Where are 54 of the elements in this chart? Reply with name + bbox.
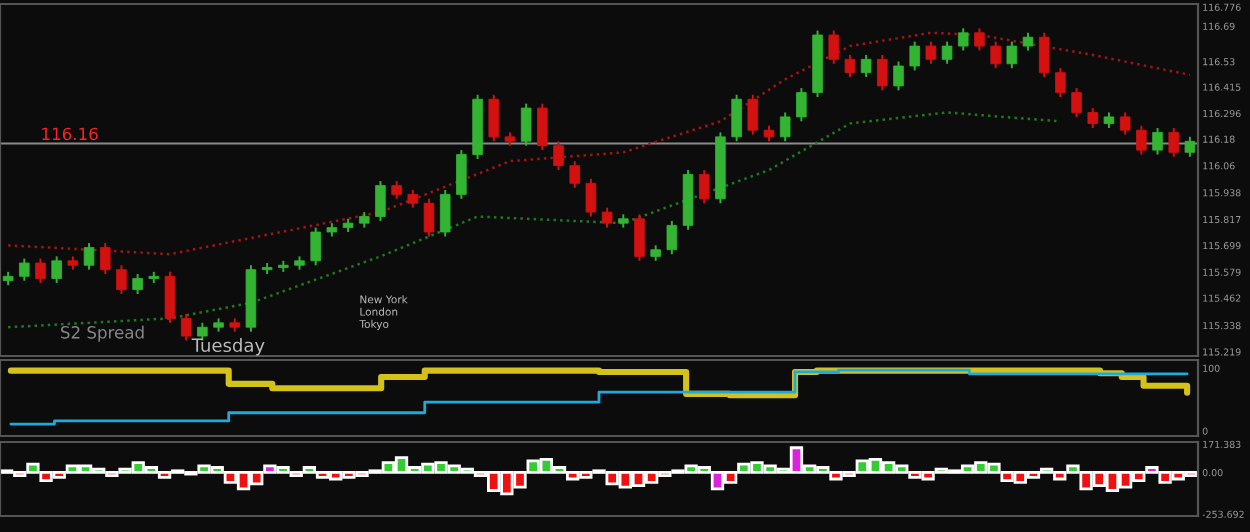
candlestick [439,188,451,238]
candlestick [957,27,969,52]
candlestick [990,40,1001,70]
candlestick [941,40,953,65]
ref-line-label: 116.16 [42,127,98,141]
candlestick [19,257,30,282]
candlestick [569,160,580,189]
candlestick [925,40,937,65]
candlestick [456,149,467,200]
candlestick [310,226,321,267]
candlestick [666,219,678,256]
candlestick [99,242,111,276]
candlestick [779,111,791,143]
candlestick [180,312,192,342]
candlestick [423,197,435,238]
candlestick [488,93,500,143]
candlestick [1136,124,1147,156]
candlestick [537,102,548,152]
candlestick [1152,127,1163,156]
candlestick [1184,135,1196,158]
candlestick [1087,107,1099,129]
line-series [6,111,1062,329]
candlestick [747,93,759,136]
candlestick [1006,40,1018,70]
candlestick [909,40,920,72]
candlestick [1055,67,1066,98]
candlestick [860,53,872,79]
candlestick [1071,87,1082,118]
line-series [6,31,1192,256]
annotation: Tuesday [191,338,265,356]
candlestick [1038,31,1050,79]
candlestick [585,177,597,218]
candlestick [520,102,532,147]
candlestick [893,60,904,92]
candlestick [51,255,62,284]
candlestick [828,29,840,65]
annotation: S2 Spread [61,325,144,342]
candlestick [132,273,143,295]
candlestick [877,53,888,92]
candlestick [35,257,46,284]
candlestick [731,93,742,143]
candlestick [634,213,645,262]
candlestick [796,87,807,123]
candlestick [974,27,985,52]
candlestick [83,242,95,271]
candlestick [1168,127,1179,158]
candlestick [164,270,176,324]
candlestick [375,180,386,222]
candlestick [553,140,564,172]
candlestick [116,264,127,295]
candlestick [844,53,856,79]
candlestick [1119,111,1131,136]
candlestick [601,206,613,229]
candlestick [698,169,710,205]
